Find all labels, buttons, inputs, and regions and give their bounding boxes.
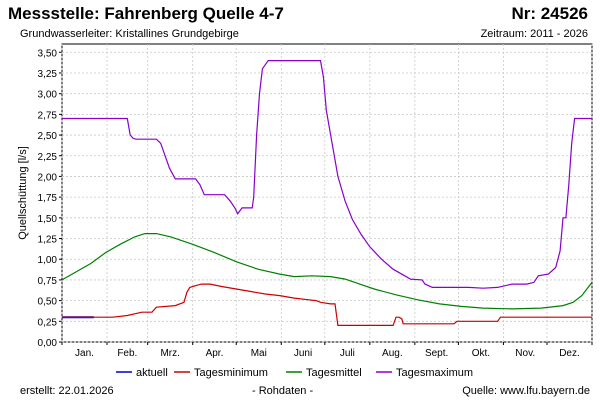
series-line-tagesmittel: [61, 233, 593, 310]
y-tick-label: 1,50: [38, 214, 58, 225]
y-tick-label: 0,00: [38, 338, 58, 349]
x-tick-label: Jan.: [75, 348, 94, 359]
x-tick-label: Juni: [294, 348, 312, 359]
x-tick-label: Juli: [340, 348, 355, 359]
y-tick-label: 2,00: [38, 172, 58, 183]
rawdata-note: - Rohdaten -: [252, 385, 314, 397]
time-period: Zeitraum: 2011 - 2026: [480, 28, 588, 40]
y-tick-label: 1,00: [38, 255, 58, 266]
y-tick-label: 2,75: [38, 110, 58, 121]
y-tick-label: 0,75: [38, 276, 58, 287]
x-tick-label: Okt.: [472, 348, 490, 359]
y-tick-label: 3,50: [38, 48, 58, 59]
x-tick-label: Aug.: [382, 348, 403, 359]
x-tick-label: Mrz.: [160, 348, 179, 359]
y-tick-label: 2,25: [38, 152, 58, 163]
legend-label-aktuell: aktuell: [136, 367, 168, 379]
y-axis-label: Quellschüttung [l/s]: [17, 146, 29, 240]
x-tick-label: Nov.: [515, 348, 535, 359]
series-line-tagesminimum: [62, 283, 592, 326]
y-tick-label: 1,75: [38, 193, 58, 204]
y-tick-label: 3,00: [38, 90, 58, 101]
series-line-tagesmaximum: [62, 59, 592, 289]
x-tick-label: Mai: [251, 348, 267, 359]
x-tick-label: Sept.: [425, 348, 448, 359]
y-tick-label: 1,25: [38, 235, 58, 246]
x-tick-label: Feb.: [117, 348, 137, 359]
chart-subtitle: Grundwasserleiter: Kristallines Grundgeb…: [20, 28, 239, 40]
legend-label-tagesminimum: Tagesminimum: [194, 367, 268, 379]
y-tick-label: 0,50: [38, 297, 58, 308]
source-link: Quelle: www.lfu.bayern.de: [462, 385, 590, 397]
y-tick-label: 3,25: [38, 69, 58, 80]
station-number: Nr: 24526: [511, 4, 588, 23]
legend-label-tagesmaximum: Tagesmaximum: [396, 367, 473, 379]
y-tick-label: 2,50: [38, 131, 58, 142]
x-tick-label: Dez.: [559, 348, 580, 359]
legend-label-tagesmittel: Tagesmittel: [306, 367, 362, 379]
created-date: erstellt: 22.01.2026: [20, 385, 114, 397]
plot-area: [61, 43, 593, 343]
x-tick-label: Apr.: [206, 348, 224, 359]
chart-title: Messstelle: Fahrenberg Quelle 4-7: [8, 4, 284, 23]
y-tick-label: 0,25: [38, 317, 58, 328]
